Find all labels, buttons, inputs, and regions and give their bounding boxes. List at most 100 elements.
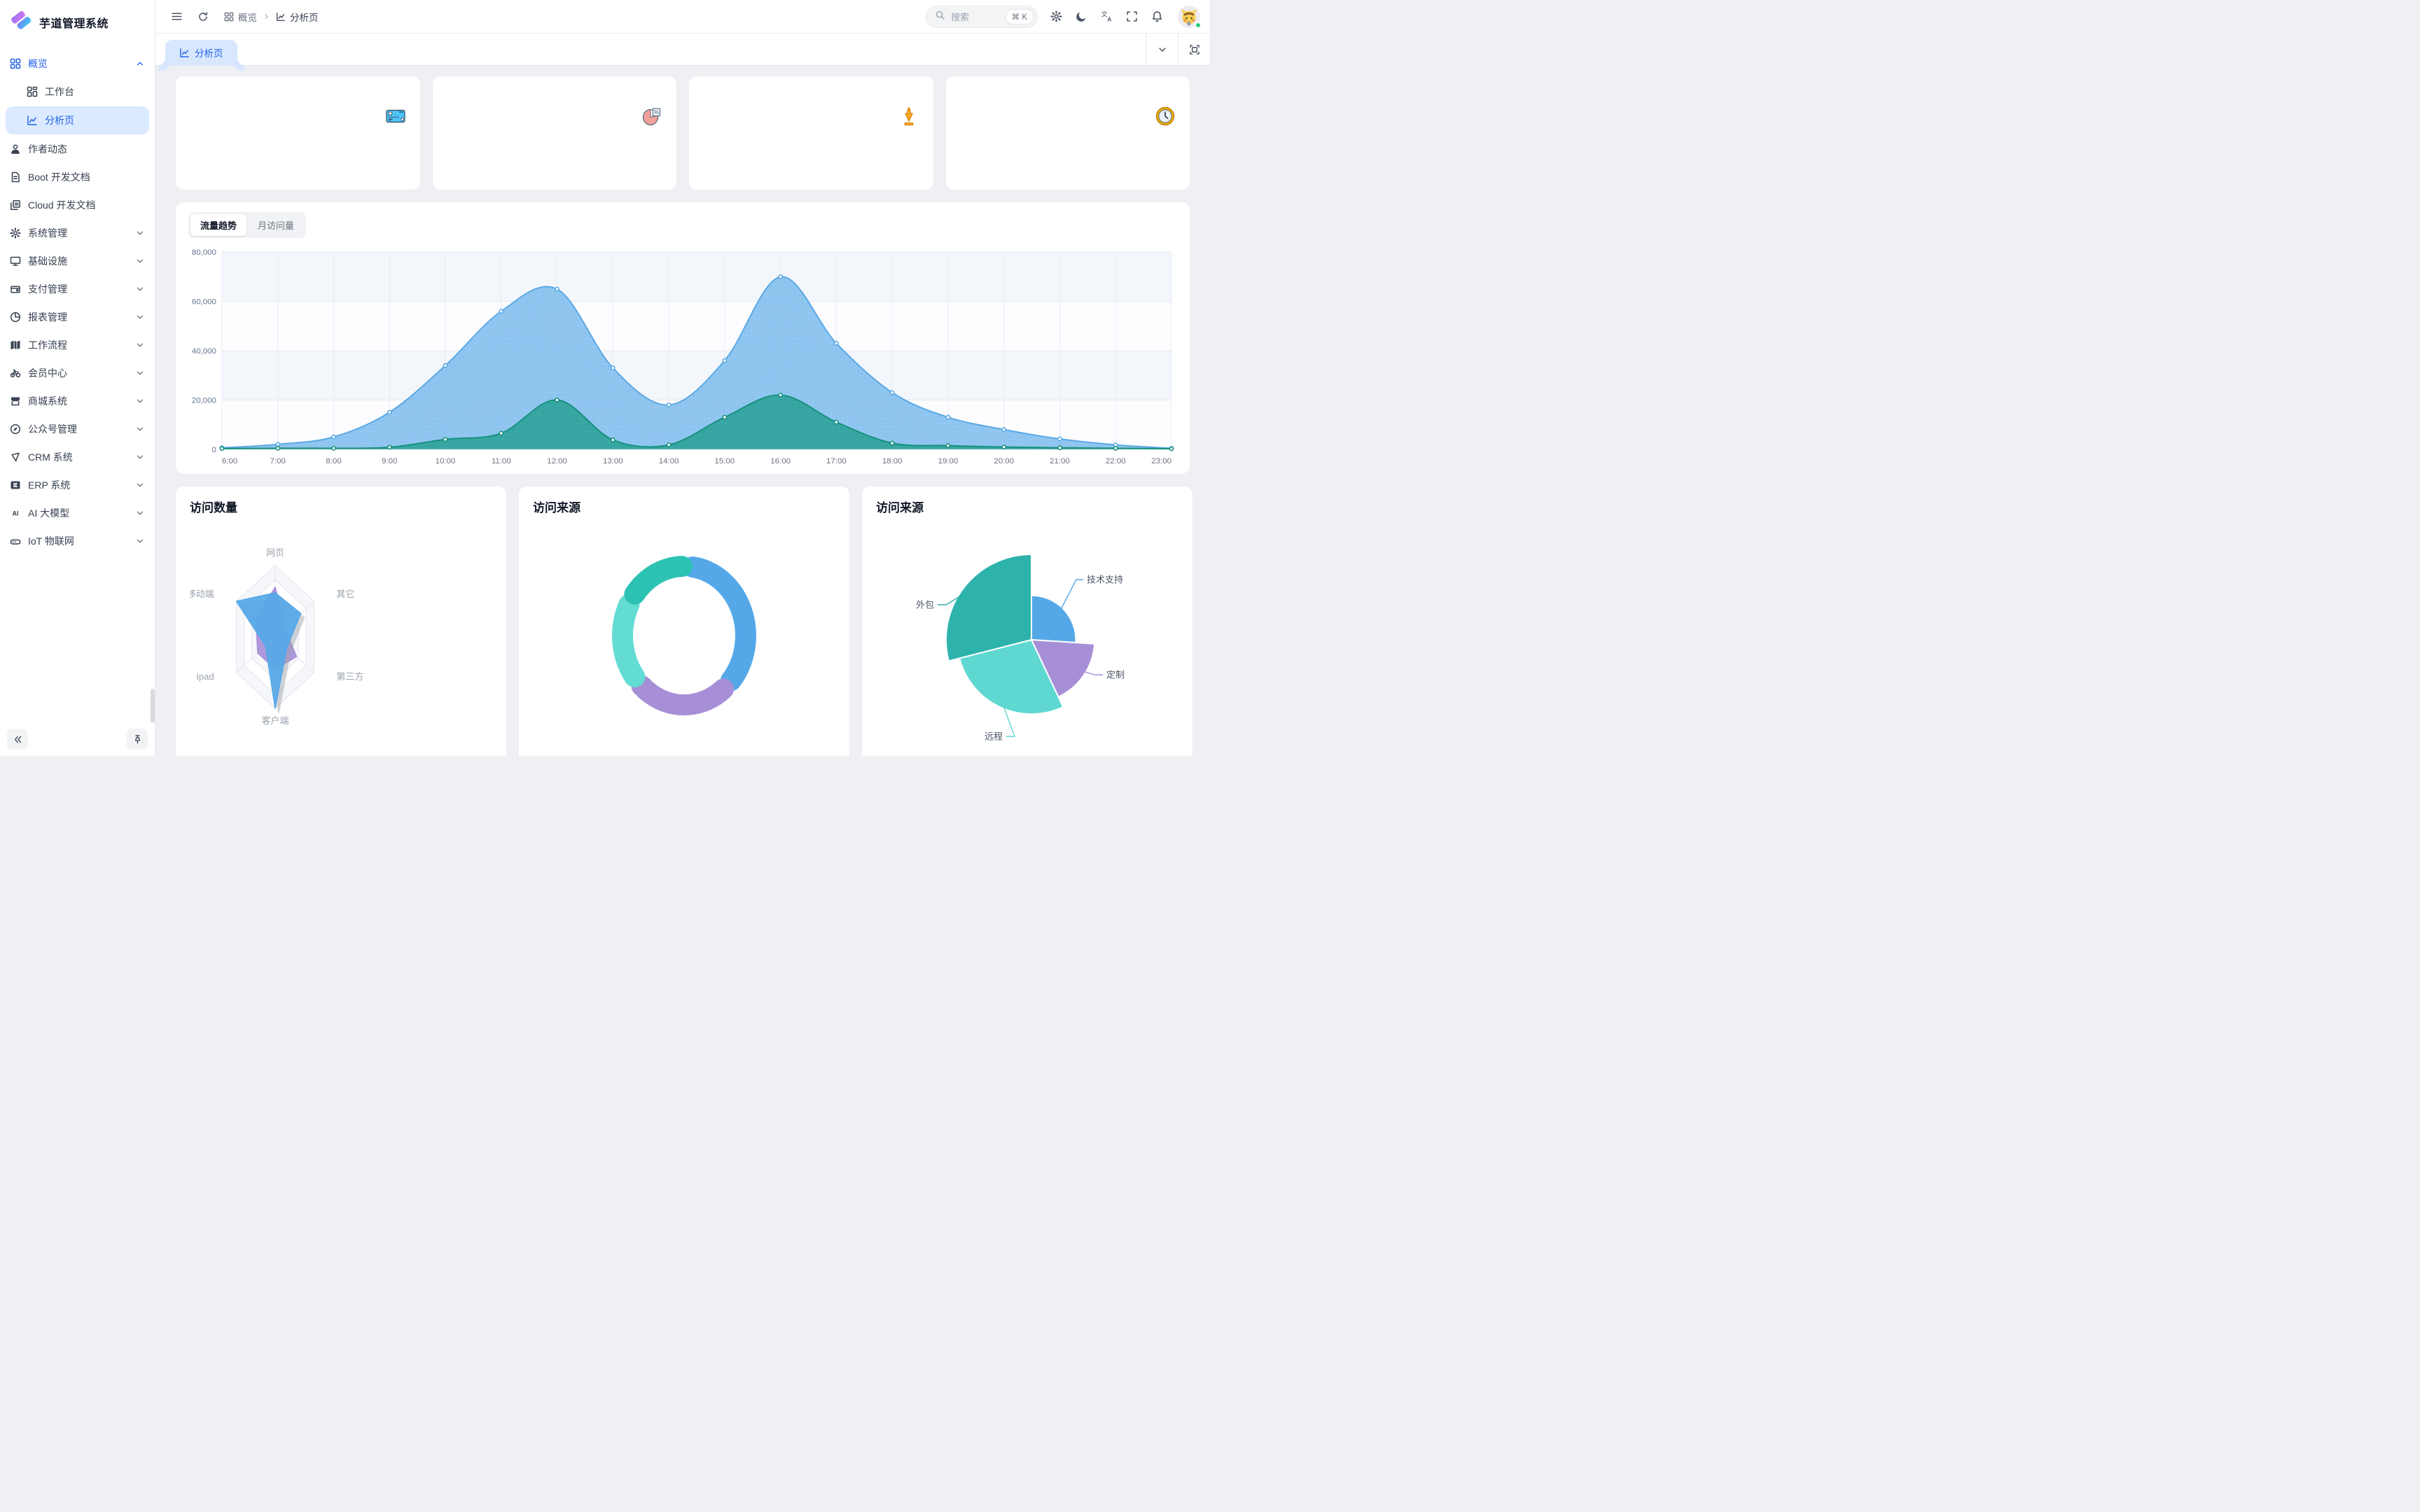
sidebar-item-IoT-物联网[interactable]: IoT 物联网 [0, 527, 155, 555]
sidebar-item-会员中心[interactable]: 会员中心 [0, 359, 155, 387]
tabbar-maximize-button[interactable] [1178, 34, 1210, 65]
svg-text:文: 文 [1101, 10, 1107, 18]
download-icon [898, 106, 919, 130]
svg-text:20:00: 20:00 [994, 457, 1014, 465]
moon-icon [1076, 10, 1087, 22]
tabbar-chevron-down-button[interactable] [1146, 34, 1178, 65]
sidebar-item-label: 会员中心 [28, 368, 67, 379]
maximize-icon [1189, 44, 1200, 55]
grid-icon [10, 58, 21, 69]
tabbar-actions [1146, 34, 1210, 65]
bell-icon [1151, 10, 1163, 22]
iot-icon [10, 536, 21, 547]
sidebar-item-Cloud-开发文档[interactable]: Cloud 开发文档 [0, 191, 155, 219]
traffic-trend-chart[interactable]: 0 20,000 40,000 60,000 80,000 6:00 7:00 8:00 9:0… [188, 242, 1177, 470]
sidebar-item-公众号管理[interactable]: 公众号管理 [0, 415, 155, 443]
sidebar-item-作者动态[interactable]: 作者动态 [0, 135, 155, 163]
breadcrumb-item-分析页[interactable]: 分析页 [276, 10, 319, 24]
chevron-down-icon [135, 256, 145, 266]
analysis-icon [27, 115, 38, 126]
svg-text:11:00: 11:00 [492, 457, 511, 465]
sidebar-item-AI-大模型[interactable]: AI AI 大模型 [0, 499, 155, 527]
analysis-icon [179, 48, 190, 58]
refresh-button[interactable] [192, 6, 214, 28]
svg-text:22:00: 22:00 [1106, 457, 1126, 465]
svg-text:12:00: 12:00 [547, 457, 567, 465]
credit-card-icon [385, 106, 406, 130]
visit-source-donut-chart[interactable] [533, 519, 835, 753]
sidebar-item-label: Boot 开发文档 [28, 172, 90, 183]
logo[interactable]: 芋道管理系统 [0, 0, 155, 44]
sidebar-item-label: 工作台 [45, 86, 74, 97]
fullscreen-button[interactable] [1120, 6, 1143, 28]
stat-card-用户量 [175, 76, 421, 190]
pie-percent-icon: % [641, 106, 662, 130]
chevron-down-icon [135, 508, 145, 518]
svg-text:18:00: 18:00 [882, 457, 903, 465]
sidebar-item-基础设施[interactable]: 基础设施 [0, 247, 155, 275]
svg-text:7:00: 7:00 [270, 457, 286, 465]
trend-tab-月访问量[interactable]: 月访问量 [248, 214, 304, 236]
stat-cards-row: % [175, 76, 1190, 190]
analysis-icon [276, 12, 286, 22]
workbench-icon [27, 86, 38, 97]
sidebar-item-label: ERP 系统 [28, 479, 71, 491]
sidebar-item-CRM-系统[interactable]: CRM 系统 [0, 443, 155, 471]
grid-icon [224, 12, 234, 22]
hamburger-button[interactable] [165, 6, 188, 28]
document-icon [10, 172, 21, 183]
stat-card-使用量 [945, 76, 1190, 190]
search-input[interactable]: 搜索 ⌘ K [926, 5, 1038, 28]
triangle-icon [10, 451, 21, 463]
svg-text:16:00: 16:00 [770, 457, 791, 465]
sidebar-item-工作台[interactable]: 工作台 [0, 78, 155, 106]
svg-text:19:00: 19:00 [938, 457, 959, 465]
sidebar-item-label: 概览 [28, 58, 48, 69]
avatar[interactable] [1178, 5, 1202, 29]
sidebar-item-支付管理[interactable]: 支付管理 [0, 275, 155, 303]
sidebar-item-label: 基础设施 [28, 255, 67, 267]
sidebar-item-label: 工作流程 [28, 340, 67, 351]
sidebar-item-Boot-开发文档[interactable]: Boot 开发文档 [0, 163, 155, 191]
wallet-icon [10, 284, 21, 295]
sidebar-pin-button[interactable] [127, 729, 148, 750]
gear-button[interactable] [1045, 6, 1067, 28]
svg-text:0: 0 [212, 446, 216, 454]
svg-text:技术支持: 技术支持 [1087, 575, 1123, 585]
moon-button[interactable] [1070, 6, 1092, 28]
sidebar-item-工作流程[interactable]: 工作流程 [0, 331, 155, 359]
sidebar-item-系统管理[interactable]: 系统管理 [0, 219, 155, 247]
user-icon [10, 144, 21, 155]
sidebar-item-概览[interactable]: 概览 [0, 50, 155, 78]
chevron-down-icon [135, 536, 145, 546]
chevron-down-icon [1157, 44, 1168, 55]
sidebar-item-报表管理[interactable]: 报表管理 [0, 303, 155, 331]
sidebar-item-商城系统[interactable]: 商城系统 [0, 387, 155, 415]
search-shortcut-badge: ⌘ K [1005, 8, 1034, 24]
sidebar-item-分析页[interactable]: 分析页 [6, 106, 149, 134]
sidebar-item-label: 系统管理 [28, 227, 67, 239]
card-title: 访问数量 [190, 501, 237, 514]
tab-analysis[interactable]: 分析页 [165, 40, 237, 65]
trend-tabs: 流量趋势 月访问量 [188, 212, 307, 238]
svg-text:17:00: 17:00 [826, 457, 847, 465]
trend-tab-流量趋势[interactable]: 流量趋势 [190, 214, 247, 236]
gear-icon [10, 227, 21, 239]
svg-text:定制: 定制 [1106, 670, 1125, 680]
svg-text:其它: 其它 [336, 589, 354, 599]
bell-button[interactable] [1146, 6, 1168, 28]
svg-text:20,000: 20,000 [192, 396, 216, 405]
breadcrumb-item-概览[interactable]: 概览 [224, 10, 257, 24]
sidebar-menu: 概览工作台分析页 作者动态 Boot 开发文档 Cloud 开发文档系统管理基础设施支… [0, 44, 155, 555]
sidebar-collapse-button[interactable] [7, 729, 28, 750]
svg-text:AI: AI [13, 510, 19, 517]
copy-icon [10, 200, 21, 211]
sidebar-item-ERP-系统[interactable]: ERP 系统 [0, 471, 155, 499]
